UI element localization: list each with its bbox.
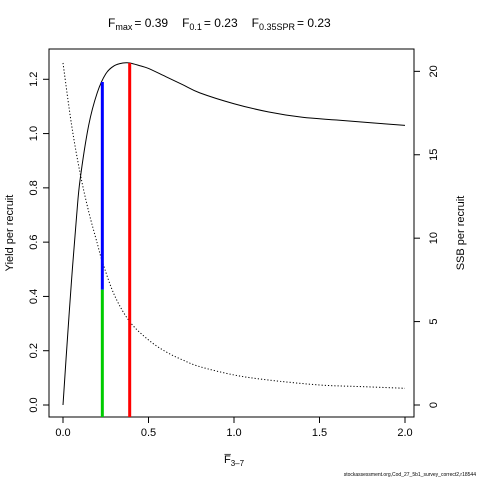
y-left-tick-label: 1.0: [28, 126, 40, 141]
title-f01-symbol: F: [182, 16, 189, 30]
x-axis: 0.0 0.5 1.0 1.5 2.0: [55, 417, 413, 439]
title-fspr-symbol: F: [252, 16, 259, 30]
y-left-tick-label: 0.8: [28, 180, 40, 195]
title-f01-value: = 0.23: [204, 16, 238, 30]
title-fmax-sub: max: [115, 22, 133, 32]
x-tick-label: 2.0: [397, 427, 412, 439]
y-left-tick-label: 0.4: [28, 289, 40, 304]
x-axis-label-sub: 3–7: [231, 459, 245, 468]
chart-title: Fmax = 0.39 F0.1 = 0.23 F0.35SPR = 0.23: [108, 16, 331, 32]
footer-source: stockassessment.org,Cod_27_5b1_survey_co…: [344, 472, 477, 478]
x-axis-label: F̅3–7: [224, 454, 245, 468]
title-f01-sub: 0.1: [189, 22, 202, 32]
y-left-tick-label: 1.2: [28, 72, 40, 87]
y-right-tick-label: 5: [428, 319, 440, 325]
x-axis-label-main: F̅: [224, 454, 232, 466]
y-axis-left: 0.0 0.2 0.4 0.6 0.8 1.0 1.2: [28, 72, 49, 413]
y-axis-right: 0 5 10 15 20: [414, 65, 440, 408]
y-right-tick-label: 0: [428, 402, 440, 408]
title-fspr-value: = 0.23: [297, 16, 331, 30]
ssb-per-recruit-curve: [62, 62, 406, 389]
x-tick-label: 1.0: [226, 427, 241, 439]
x-tick-label: 0.5: [141, 427, 156, 439]
x-tick-label: 1.5: [312, 427, 327, 439]
reference-lines: [100, 63, 132, 417]
y-left-tick-label: 0.0: [28, 397, 40, 412]
plot-frame: [48, 48, 415, 418]
title-fmax-symbol: F: [108, 16, 115, 30]
y-right-tick-label: 15: [428, 149, 440, 161]
title-fspr-sub: 0.35SPR: [259, 22, 296, 32]
series-layer: [62, 62, 406, 406]
title-fmax-value: = 0.39: [134, 16, 168, 30]
yield-per-recruit-curve: [62, 62, 406, 406]
y-left-tick-label: 0.2: [28, 343, 40, 358]
y-axis-left-label: Yield per recruit: [4, 195, 16, 272]
y-right-tick-label: 10: [428, 232, 440, 244]
y-left-tick-label: 0.6: [28, 234, 40, 249]
y-right-tick-label: 20: [428, 65, 440, 77]
y-axis-right-label: SSB per recruit: [455, 196, 467, 271]
x-tick-label: 0.0: [55, 427, 70, 439]
